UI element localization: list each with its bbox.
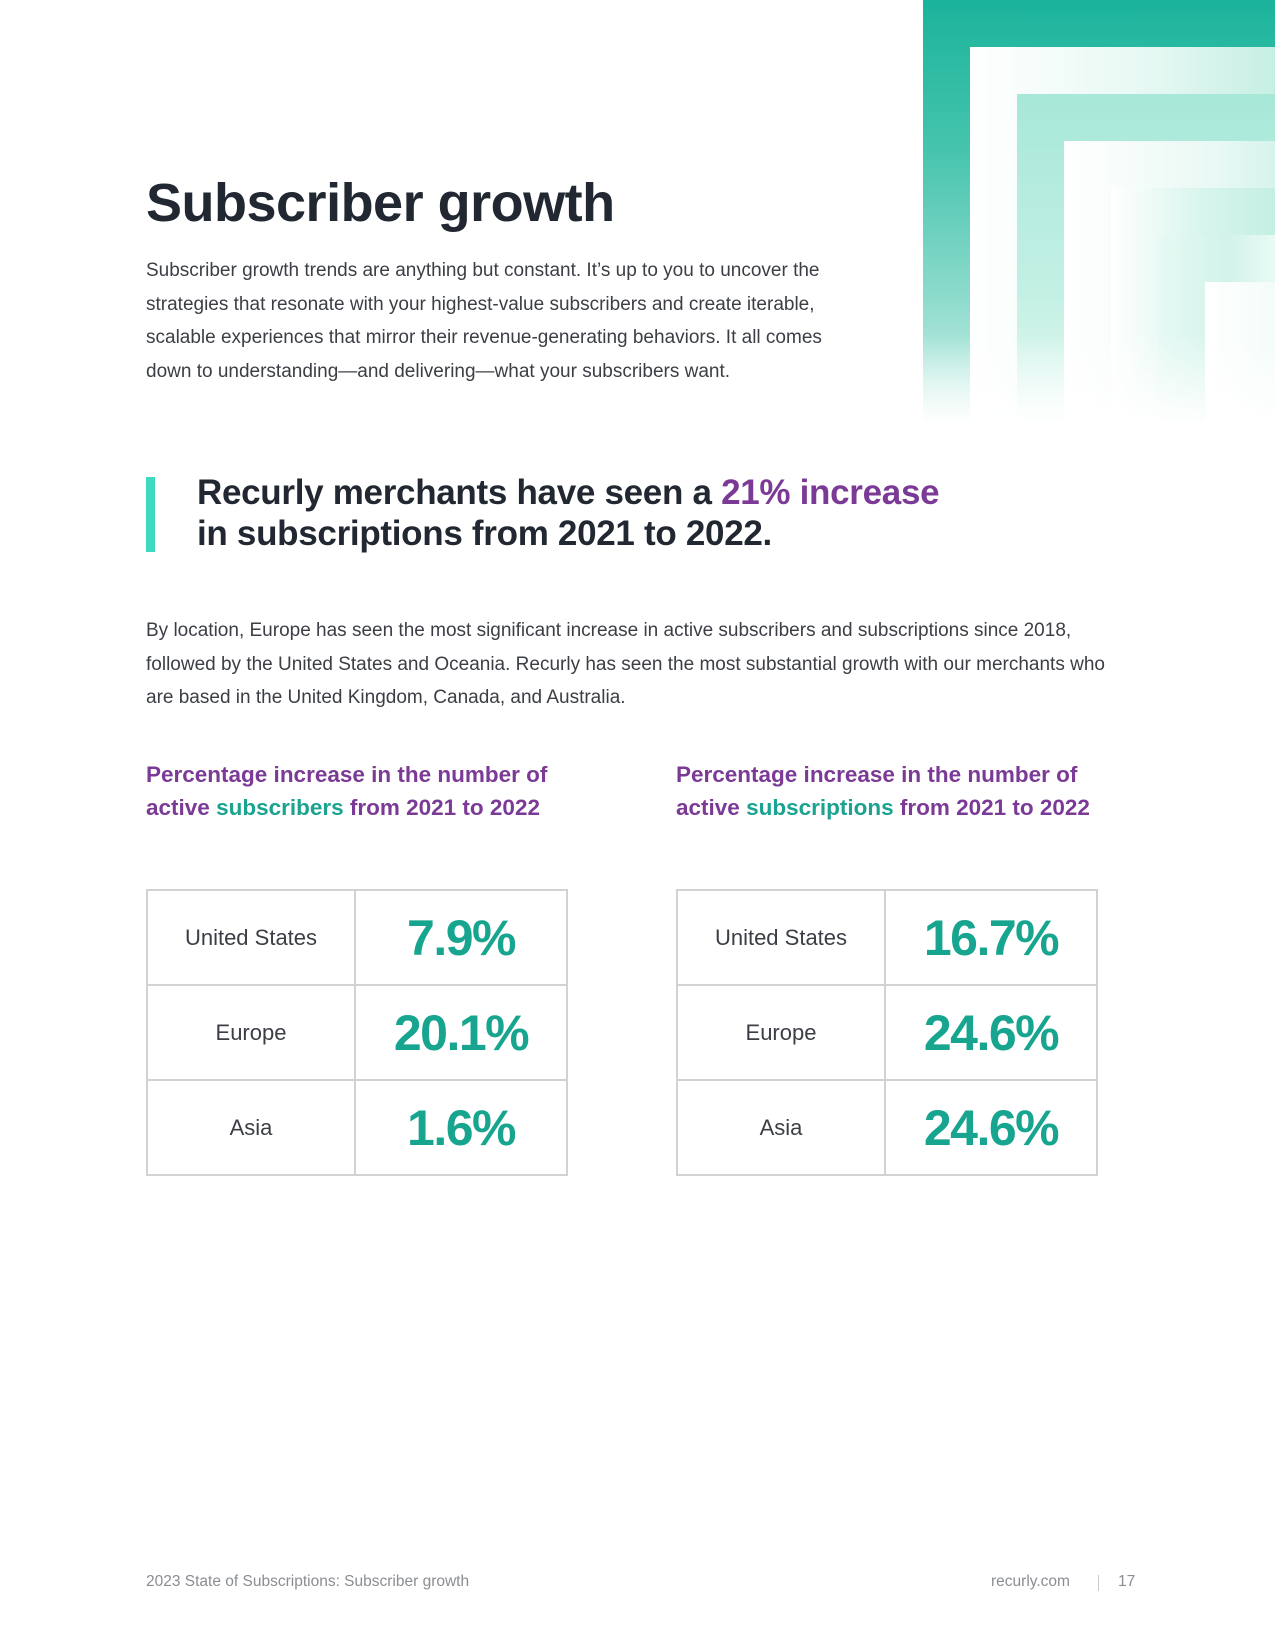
subscriptions-table: United States 16.7% Europe 24.6% Asia 24…	[676, 889, 1098, 1176]
callout-accent-bar	[146, 477, 155, 552]
heading-metric: subscriptions	[746, 795, 894, 820]
value-cell: 20.1%	[354, 984, 568, 1081]
location-paragraph: By location, Europe has seen the most si…	[146, 620, 1105, 708]
table-row: Europe 20.1%	[146, 984, 568, 1081]
heading-rest: from 2021 to 2022	[343, 795, 540, 820]
page-title: Subscriber growth	[146, 173, 615, 233]
footer-divider	[1098, 1575, 1099, 1591]
heading-active: active	[676, 795, 747, 820]
table-row: United States 7.9%	[146, 889, 568, 986]
value-cell: 16.7%	[884, 889, 1098, 986]
region-cell: United States	[676, 889, 886, 986]
region-cell: Asia	[146, 1079, 356, 1176]
footer-page-number: 17	[1118, 1573, 1136, 1590]
subscribers-table-heading: Percentage increase in the number of act…	[146, 758, 547, 824]
table-row: Asia 1.6%	[146, 1079, 568, 1176]
region-cell: Asia	[676, 1079, 886, 1176]
table-row: United States 16.7%	[676, 889, 1098, 986]
table-row: Europe 24.6%	[676, 984, 1098, 1081]
heading-rest: from 2021 to 2022	[893, 795, 1090, 820]
value-cell: 24.6%	[884, 1079, 1098, 1176]
value-cell: 24.6%	[884, 984, 1098, 1081]
table-row: Asia 24.6%	[676, 1079, 1098, 1176]
region-cell: Europe	[146, 984, 356, 1081]
heading-active: active	[146, 795, 217, 820]
corner-graphic	[923, 0, 1275, 425]
heading-metric: subscribers	[216, 795, 344, 820]
heading-line1: Percentage increase in the number of	[676, 762, 1078, 787]
heading-line1: Percentage increase in the number of	[146, 762, 548, 787]
subscriptions-table-heading: Percentage increase in the number of act…	[676, 758, 1090, 824]
callout-highlight: 21% increase	[721, 473, 940, 512]
value-cell: 1.6%	[354, 1079, 568, 1176]
callout-statement: Recurly merchants have seen a 21% increa…	[197, 472, 1097, 554]
subscribers-table: United States 7.9% Europe 20.1% Asia 1.6…	[146, 889, 568, 1176]
region-cell: Europe	[676, 984, 886, 1081]
callout-text-after: in subscriptions from 2021 to 2022.	[197, 514, 772, 553]
footer-site-link[interactable]: recurly.com	[991, 1573, 1070, 1590]
value-cell: 7.9%	[354, 889, 568, 986]
intro-paragraph: Subscriber growth trends are anything bu…	[146, 260, 822, 382]
region-cell: United States	[146, 889, 356, 986]
footer-document-title: 2023 State of Subscriptions: Subscriber …	[146, 1573, 470, 1590]
callout-text-before: Recurly merchants have seen a	[197, 473, 722, 512]
